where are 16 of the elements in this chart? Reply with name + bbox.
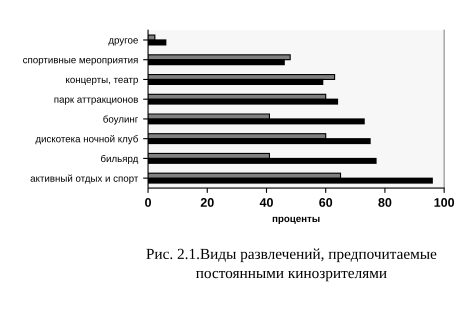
y-tick-label: дискотека ночной клуб (35, 135, 138, 144)
y-tick-label: парк аттракционов (54, 97, 138, 105)
y-tick-label: другое (108, 38, 138, 46)
text: Рис. 2.1.Виды развлечений, предпочитаемые постоянными кинозрителями (146, 248, 436, 282)
y-tick-label: активный отдых и спорт (30, 174, 138, 184)
x-tick-label: 0 (145, 198, 152, 207)
x-tick-label: 100 (434, 198, 454, 207)
x-tick-label: 40 (260, 198, 273, 207)
y-tick-label: спортивные мероприятия (23, 58, 138, 66)
x-tick-label: 80 (378, 198, 392, 207)
y-tick-label: бильярд (101, 154, 138, 164)
x-tick-label: 20 (200, 198, 214, 207)
x-tick-label: 60 (319, 198, 332, 207)
x-axis-title: проценты (272, 216, 320, 224)
y-tick-label: боулинг (103, 115, 138, 125)
y-tick-label: концерты, театр (66, 78, 138, 85)
